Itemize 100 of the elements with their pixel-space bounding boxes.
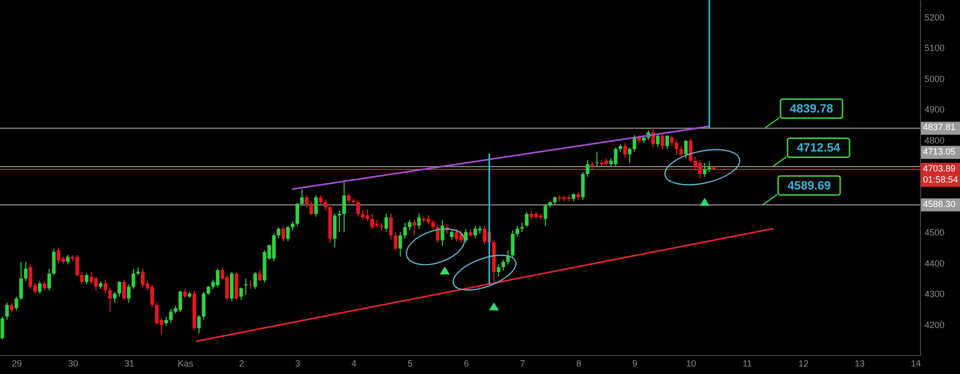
candlestick bbox=[118, 280, 122, 298]
candlestick bbox=[104, 279, 108, 294]
candlestick bbox=[586, 159, 590, 178]
candlestick bbox=[389, 213, 393, 240]
candlestick bbox=[80, 272, 84, 285]
candlestick bbox=[178, 290, 182, 312]
candlestick bbox=[496, 264, 500, 278]
candlestick bbox=[324, 199, 328, 212]
candlestick bbox=[300, 188, 304, 206]
annotation: 4589.69 bbox=[787, 178, 832, 192]
y-tick-label: 5000 bbox=[924, 74, 945, 84]
candlestick bbox=[440, 219, 444, 246]
x-tick-label: 7 bbox=[520, 358, 526, 368]
x-tick-label: 12 bbox=[798, 358, 808, 368]
x-tick-label: 3 bbox=[295, 358, 300, 368]
candlestick bbox=[516, 225, 520, 238]
candlestick bbox=[581, 172, 585, 200]
candlestick bbox=[314, 194, 318, 218]
candlestick bbox=[473, 225, 478, 239]
candlestick bbox=[338, 210, 342, 233]
x-tick-label: 11 bbox=[742, 358, 752, 368]
candlestick bbox=[347, 193, 351, 204]
candlestick bbox=[665, 134, 669, 150]
candlestick bbox=[42, 280, 46, 291]
x-tick-label: 29 bbox=[12, 358, 22, 368]
candlestick bbox=[206, 285, 210, 296]
candlestick bbox=[52, 248, 56, 276]
candlestick bbox=[108, 286, 112, 312]
ref-line-label: 4588.30 bbox=[923, 198, 956, 209]
candlestick bbox=[253, 272, 257, 290]
candlestick bbox=[10, 302, 14, 312]
candlestick bbox=[286, 225, 290, 242]
candlestick bbox=[202, 291, 206, 320]
candlestick bbox=[47, 268, 51, 291]
x-tick-label: Kas bbox=[178, 358, 194, 368]
candlestick bbox=[122, 279, 126, 300]
candlestick bbox=[258, 270, 262, 282]
candlestick bbox=[384, 213, 388, 233]
x-tick-label: 10 bbox=[686, 358, 696, 368]
candlestick bbox=[332, 213, 337, 248]
candlestick bbox=[674, 139, 678, 156]
x-tick-label: 14 bbox=[910, 358, 921, 368]
candlestick bbox=[398, 232, 402, 258]
y-tick-label: 4400 bbox=[924, 258, 945, 268]
candlestick bbox=[502, 259, 506, 271]
candlestick bbox=[628, 147, 632, 164]
candlestick bbox=[276, 226, 280, 239]
y-tick-label: 4800 bbox=[924, 135, 945, 146]
x-tick-label: 8 bbox=[576, 358, 582, 368]
candlestick bbox=[370, 213, 374, 230]
candlestick bbox=[38, 280, 42, 294]
candlestick bbox=[112, 291, 117, 304]
candlestick bbox=[19, 261, 23, 300]
y-tick-label: 4200 bbox=[924, 320, 945, 330]
candlestick bbox=[510, 230, 514, 259]
candlestick bbox=[24, 261, 28, 282]
candlestick bbox=[310, 200, 314, 216]
x-tick-label: 13 bbox=[854, 358, 865, 368]
candlestick bbox=[66, 254, 70, 265]
candlestick bbox=[450, 228, 454, 240]
y-tick-label: 5200 bbox=[924, 12, 945, 22]
candlestick bbox=[436, 224, 440, 244]
y-tick-label: 5100 bbox=[924, 43, 945, 54]
x-tick-label: 30 bbox=[68, 358, 78, 368]
candlestick bbox=[304, 194, 308, 208]
candlestick bbox=[693, 156, 698, 172]
candlestick bbox=[342, 182, 346, 233]
x-tick-label: 5 bbox=[408, 358, 413, 368]
candlestick bbox=[408, 219, 412, 232]
candlestick bbox=[702, 162, 706, 178]
annotation: 4712.54 bbox=[796, 140, 841, 155]
x-tick-label: 6 bbox=[464, 358, 469, 368]
candlestick bbox=[412, 219, 416, 236]
candlestick bbox=[183, 288, 187, 299]
candlestick bbox=[403, 222, 407, 239]
x-tick-label: 2 bbox=[239, 358, 244, 368]
ref-line-label: 4713.05 bbox=[923, 146, 956, 156]
y-tick-label: 4300 bbox=[924, 289, 945, 300]
candlestick bbox=[5, 302, 9, 320]
annotation: 4839.78 bbox=[790, 102, 834, 116]
candlestick bbox=[296, 202, 300, 226]
y-tick-label: 4500 bbox=[924, 228, 945, 238]
ref-line-label: 4703.89 01:58:54 bbox=[923, 163, 958, 184]
candlestick bbox=[520, 222, 524, 233]
y-tick-label: 4900 bbox=[924, 104, 945, 115]
candlestick bbox=[239, 286, 243, 300]
candlestick bbox=[394, 232, 398, 251]
candlestick bbox=[670, 134, 674, 146]
candlestick bbox=[164, 316, 168, 326]
ref-line-label: 4837.81 bbox=[923, 122, 956, 132]
candlestick bbox=[169, 308, 173, 324]
candlestick bbox=[132, 268, 136, 290]
candlestick bbox=[417, 213, 421, 230]
candlestick bbox=[623, 142, 627, 159]
candlestick bbox=[684, 139, 688, 159]
candlestick bbox=[281, 225, 286, 242]
candlestick bbox=[656, 133, 660, 148]
candlestick bbox=[14, 296, 18, 311]
candlestick bbox=[679, 145, 684, 159]
candlestick bbox=[356, 199, 360, 218]
